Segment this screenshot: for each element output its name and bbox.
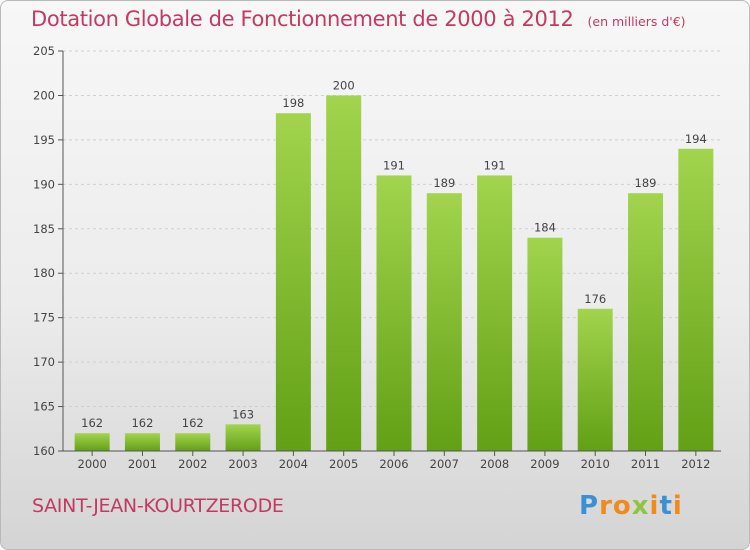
x-tick-label-2009: 2009 [530,457,559,471]
logo-letter: P [579,491,600,521]
x-tick-label-2008: 2008 [480,457,509,471]
bar-2008 [477,175,513,451]
x-tick-label-2011: 2011 [631,457,660,471]
chart-subtitle: (en milliers d'€) [587,14,686,29]
value-label-2002: 162 [182,416,204,430]
value-label-2001: 162 [131,416,153,430]
commune-name: SAINT-JEAN-KOURTZERODE [32,495,284,517]
y-tick-label: 160 [33,444,55,458]
value-label-2006: 191 [383,158,405,172]
x-tick-label-2006: 2006 [379,457,408,471]
bar-2011 [628,193,664,451]
bar-2003 [225,424,261,451]
logo-letter: i [672,491,683,521]
y-tick-label: 175 [33,311,55,325]
x-tick-label-2001: 2001 [128,457,157,471]
y-tick-label: 205 [33,44,55,58]
bar-2001 [124,433,160,451]
bar-2012 [678,148,714,451]
axes [58,50,721,456]
x-tick-label-2012: 2012 [681,457,710,471]
x-tick-label-2004: 2004 [279,457,308,471]
bars [74,95,714,451]
y-tick-label: 200 [33,88,55,102]
bar-2002 [175,433,211,451]
logo-letter: i [649,491,660,521]
y-tick-label: 180 [33,266,55,280]
title-row: Dotation Globale de Fonctionnement de 20… [31,7,686,31]
value-label-2000: 162 [81,416,103,430]
x-tick-label-2002: 2002 [178,457,207,471]
value-label-2012: 194 [685,132,707,146]
value-label-2009: 184 [534,221,556,235]
proxiti-logo[interactable]: Proxiti [579,491,683,521]
logo-letter: r [599,491,613,521]
x-tick-label-2000: 2000 [78,457,107,471]
y-tick-label: 170 [33,355,55,369]
bar-2004 [275,113,311,451]
y-tick-label: 185 [33,222,55,236]
chart-title: Dotation Globale de Fonctionnement de 20… [31,7,574,31]
bar-2009 [527,237,563,451]
value-label-2008: 191 [484,158,506,172]
logo-letter: o [612,491,632,521]
bar-2010 [577,308,613,451]
y-tick-label: 190 [33,177,55,191]
x-tick-label-2005: 2005 [329,457,358,471]
value-label-2004: 198 [282,96,304,110]
logo-letter: x [631,491,650,521]
x-tick-label-2010: 2010 [581,457,610,471]
bar-2006 [376,175,412,451]
value-label-2005: 200 [333,78,355,92]
bar-2007 [426,193,462,451]
value-label-2007: 189 [433,176,455,190]
bar-2005 [326,95,362,451]
value-label-2011: 189 [635,176,657,190]
value-label-2003: 163 [232,407,254,421]
y-tick-label: 165 [33,400,55,414]
labels: 160 165 170 175 180 185 190 195 200 205 162 2000 162… [33,44,710,471]
bar-2000 [74,433,110,451]
value-label-2010: 176 [584,292,606,306]
x-tick-label-2007: 2007 [430,457,459,471]
logo-letter: t [659,491,673,521]
x-tick-label-2003: 2003 [228,457,257,471]
y-tick-label: 195 [33,133,55,147]
